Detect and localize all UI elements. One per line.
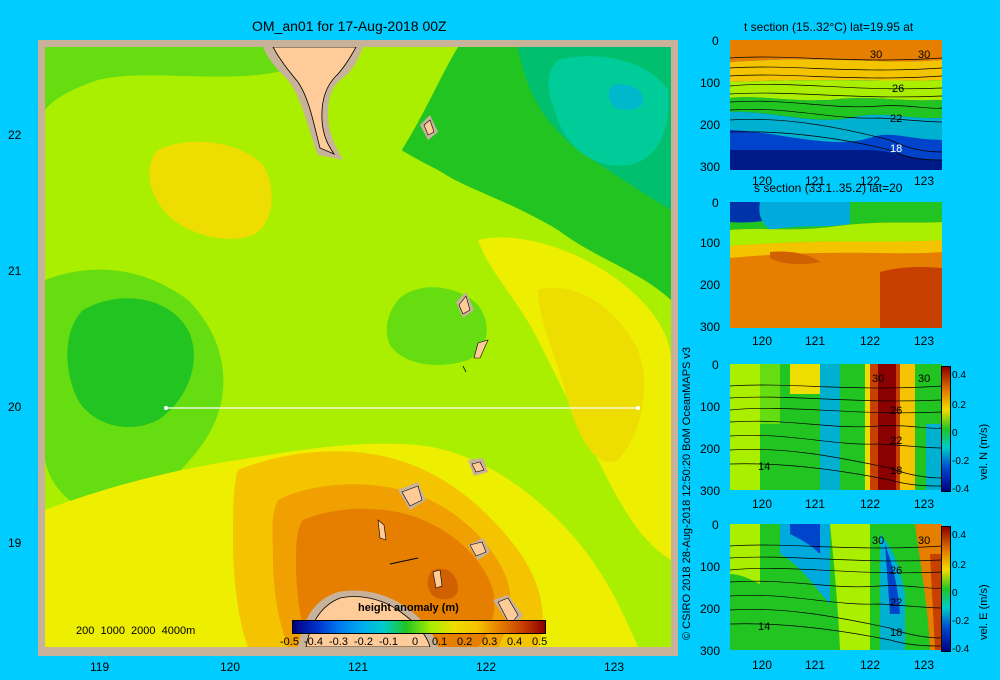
contour-label: 14 bbox=[758, 621, 770, 633]
lon-tick-119: 119 bbox=[90, 660, 110, 674]
lat-tick-22: 22 bbox=[8, 128, 22, 142]
ve-cbar-tick: -0.4 bbox=[952, 644, 970, 655]
colorbar-title: height anomaly (m) bbox=[358, 602, 459, 614]
ve-cbar-tick: -0.2 bbox=[952, 616, 970, 627]
panel2-title: s section (33.1..35.2) lat=20 bbox=[754, 181, 903, 195]
p4-xtick: 121 bbox=[805, 658, 826, 672]
contour-label: 18 bbox=[890, 627, 902, 639]
cbar-tick: 0.1 bbox=[432, 636, 448, 648]
p2-ytick: 200 bbox=[700, 278, 721, 292]
lon-tick-120: 120 bbox=[220, 660, 241, 674]
contour-label: 30 bbox=[870, 49, 882, 61]
p3-ytick: 0 bbox=[712, 358, 719, 372]
contour-label: 30 bbox=[872, 373, 884, 385]
depth-legend: 200 1000 2000 4000m bbox=[76, 625, 196, 637]
contour-label: 30 bbox=[918, 373, 930, 385]
p2-xtick: 122 bbox=[860, 334, 881, 348]
p2-ytick: 300 bbox=[700, 320, 721, 334]
p4-ytick: 200 bbox=[700, 602, 721, 616]
vel-e-colorbar bbox=[941, 526, 951, 652]
cbar-tick: 0.2 bbox=[457, 636, 473, 648]
lat-tick-20: 20 bbox=[8, 400, 22, 414]
ve-cbar-tick: 0.4 bbox=[952, 530, 966, 541]
p3-xtick: 121 bbox=[805, 497, 826, 511]
lon-tick-121: 121 bbox=[348, 660, 369, 674]
salinity-section-plot bbox=[730, 202, 942, 328]
p2-xtick: 123 bbox=[914, 334, 935, 348]
lon-tick-123: 123 bbox=[604, 660, 625, 674]
vn-cbar-tick: 0.4 bbox=[952, 370, 966, 381]
ve-cbar-tick: 0 bbox=[952, 588, 958, 599]
map-title: OM_an01 for 17-Aug-2018 00Z bbox=[252, 18, 447, 34]
p2-xtick: 120 bbox=[752, 334, 773, 348]
p2-ytick: 0 bbox=[712, 196, 719, 210]
lon-tick-122: 122 bbox=[476, 660, 497, 674]
credit-text: © CSIRO 2018 28-Aug-2018 12:50:20 BoM Oc… bbox=[681, 346, 693, 640]
p4-xtick: 120 bbox=[752, 658, 773, 672]
p1-xtick: 123 bbox=[914, 174, 935, 188]
p4-ytick: 100 bbox=[700, 560, 721, 574]
height-anomaly-map bbox=[38, 40, 678, 656]
contour-label: 18 bbox=[890, 465, 902, 477]
cbar-tick: -0.5 bbox=[280, 636, 299, 648]
p1-xtick: 122 bbox=[860, 174, 881, 188]
contour-label: 14 bbox=[758, 461, 770, 473]
cbar-tick: 0.4 bbox=[507, 636, 523, 648]
vn-cbar-tick: -0.4 bbox=[952, 484, 970, 495]
p1-ytick: 300 bbox=[700, 160, 721, 174]
height-colorbar bbox=[292, 620, 546, 634]
cbar-tick: -0.2 bbox=[354, 636, 373, 648]
panel1-title: t section (15..32°C) lat=19.95 at bbox=[744, 20, 914, 34]
temp-section-plot: 30 30 26 22 18 bbox=[730, 40, 942, 170]
cbar-tick: 0.3 bbox=[482, 636, 498, 648]
vel-e-label: vel. E (m/s) bbox=[978, 584, 990, 640]
p3-xtick: 123 bbox=[914, 497, 935, 511]
contour-label: 26 bbox=[890, 405, 902, 417]
p1-ytick: 100 bbox=[700, 76, 721, 90]
p4-xtick: 123 bbox=[914, 658, 935, 672]
lat-tick-19: 19 bbox=[8, 536, 22, 550]
p1-xtick: 121 bbox=[805, 174, 826, 188]
vel-n-colorbar bbox=[941, 366, 951, 492]
p3-xtick: 120 bbox=[752, 497, 773, 511]
p2-ytick: 100 bbox=[700, 236, 721, 250]
ve-cbar-tick: 0.2 bbox=[952, 560, 966, 571]
vel-n-label: vel. N (m/s) bbox=[978, 423, 990, 480]
cbar-tick: 0 bbox=[412, 636, 419, 648]
p4-xtick: 122 bbox=[860, 658, 881, 672]
p4-ytick: 300 bbox=[700, 644, 721, 658]
contour-label: 26 bbox=[890, 565, 902, 577]
contour-label: 30 bbox=[918, 535, 930, 547]
colorbar-ticks: -0.5 -0.4 -0.3 -0.2 -0.1 0 0.1 0.2 0.3 0… bbox=[280, 636, 556, 650]
p3-ytick: 300 bbox=[700, 484, 721, 498]
lat-tick-21: 21 bbox=[8, 264, 22, 278]
p1-ytick: 200 bbox=[700, 118, 721, 132]
contour-label: 30 bbox=[918, 49, 930, 61]
contour-label: 30 bbox=[872, 535, 884, 547]
p2-xtick: 121 bbox=[805, 334, 826, 348]
p1-ytick: 0 bbox=[712, 34, 719, 48]
cbar-tick: -0.4 bbox=[304, 636, 323, 648]
cbar-tick: -0.3 bbox=[329, 636, 348, 648]
contour-label: 22 bbox=[890, 597, 902, 609]
p3-xtick: 122 bbox=[860, 497, 881, 511]
contour-label: 26 bbox=[892, 83, 904, 95]
p4-ytick: 0 bbox=[712, 518, 719, 532]
contour-label: 22 bbox=[890, 435, 902, 447]
p3-ytick: 200 bbox=[700, 442, 721, 456]
p3-ytick: 100 bbox=[700, 400, 721, 414]
vn-cbar-tick: 0.2 bbox=[952, 400, 966, 411]
contour-label: 22 bbox=[890, 113, 902, 125]
contour-label: 18 bbox=[890, 143, 902, 155]
vel-e-section-plot: 30 30 26 22 18 14 bbox=[730, 524, 942, 650]
cbar-tick: -0.1 bbox=[379, 636, 398, 648]
vel-n-section-plot: 30 30 26 22 18 14 bbox=[730, 364, 942, 490]
vn-cbar-tick: 0 bbox=[952, 428, 958, 439]
vn-cbar-tick: -0.2 bbox=[952, 456, 970, 467]
cbar-tick: 0.5 bbox=[532, 636, 548, 648]
p1-xtick: 120 bbox=[752, 174, 773, 188]
